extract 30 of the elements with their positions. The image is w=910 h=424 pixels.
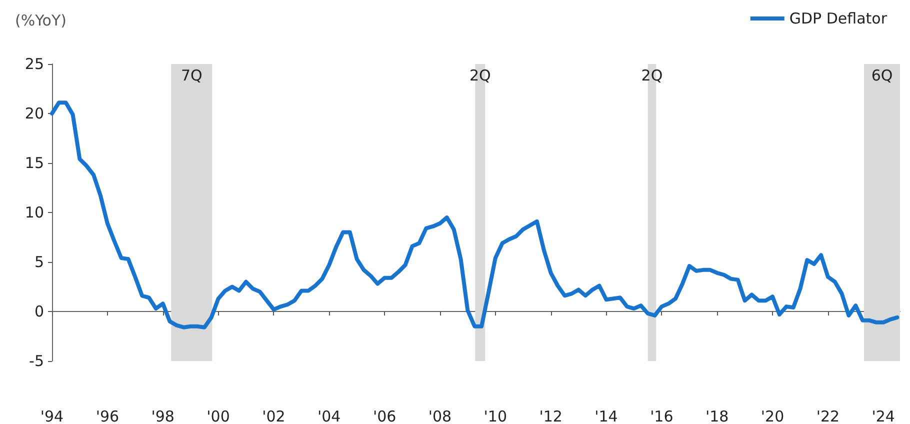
x-tick-label: '94 bbox=[40, 408, 64, 424]
x-tick-label: '24 bbox=[872, 408, 895, 424]
y-tick-label: 5 bbox=[34, 253, 44, 271]
x-tick-label: '10 bbox=[484, 408, 508, 424]
y-tick-label: 10 bbox=[24, 204, 44, 222]
x-tick-label: '18 bbox=[705, 408, 729, 424]
y-tick-label: 0 bbox=[34, 302, 44, 320]
y-tick-label: 20 bbox=[24, 104, 44, 122]
y-tick-label: -5 bbox=[29, 352, 44, 370]
x-tick-label: '16 bbox=[650, 408, 674, 424]
band-label: 2Q bbox=[469, 66, 491, 84]
band-label: 2Q bbox=[641, 66, 663, 84]
x-tick-label: '98 bbox=[151, 408, 174, 424]
x-tick-label: '02 bbox=[262, 408, 286, 424]
x-tick-label: '00 bbox=[206, 408, 230, 424]
x-tick-label: '12 bbox=[539, 408, 562, 424]
x-tick-label: '22 bbox=[816, 408, 840, 424]
legend-label: GDP Deflator bbox=[789, 10, 888, 28]
x-tick-label: '96 bbox=[96, 408, 120, 424]
band-label: 7Q bbox=[180, 66, 202, 84]
y-axis-title: (%YoY) bbox=[15, 12, 66, 30]
x-tick-label: '20 bbox=[760, 408, 784, 424]
x-tick-label: '14 bbox=[594, 408, 618, 424]
y-tick-label: 15 bbox=[24, 154, 44, 172]
x-tick-label: '08 bbox=[428, 408, 452, 424]
band-label: 6Q bbox=[871, 66, 893, 84]
x-tick-label: '06 bbox=[372, 408, 396, 424]
y-tick-label: 25 bbox=[24, 55, 44, 73]
x-tick-label: '04 bbox=[318, 408, 341, 424]
line-series bbox=[50, 100, 900, 330]
